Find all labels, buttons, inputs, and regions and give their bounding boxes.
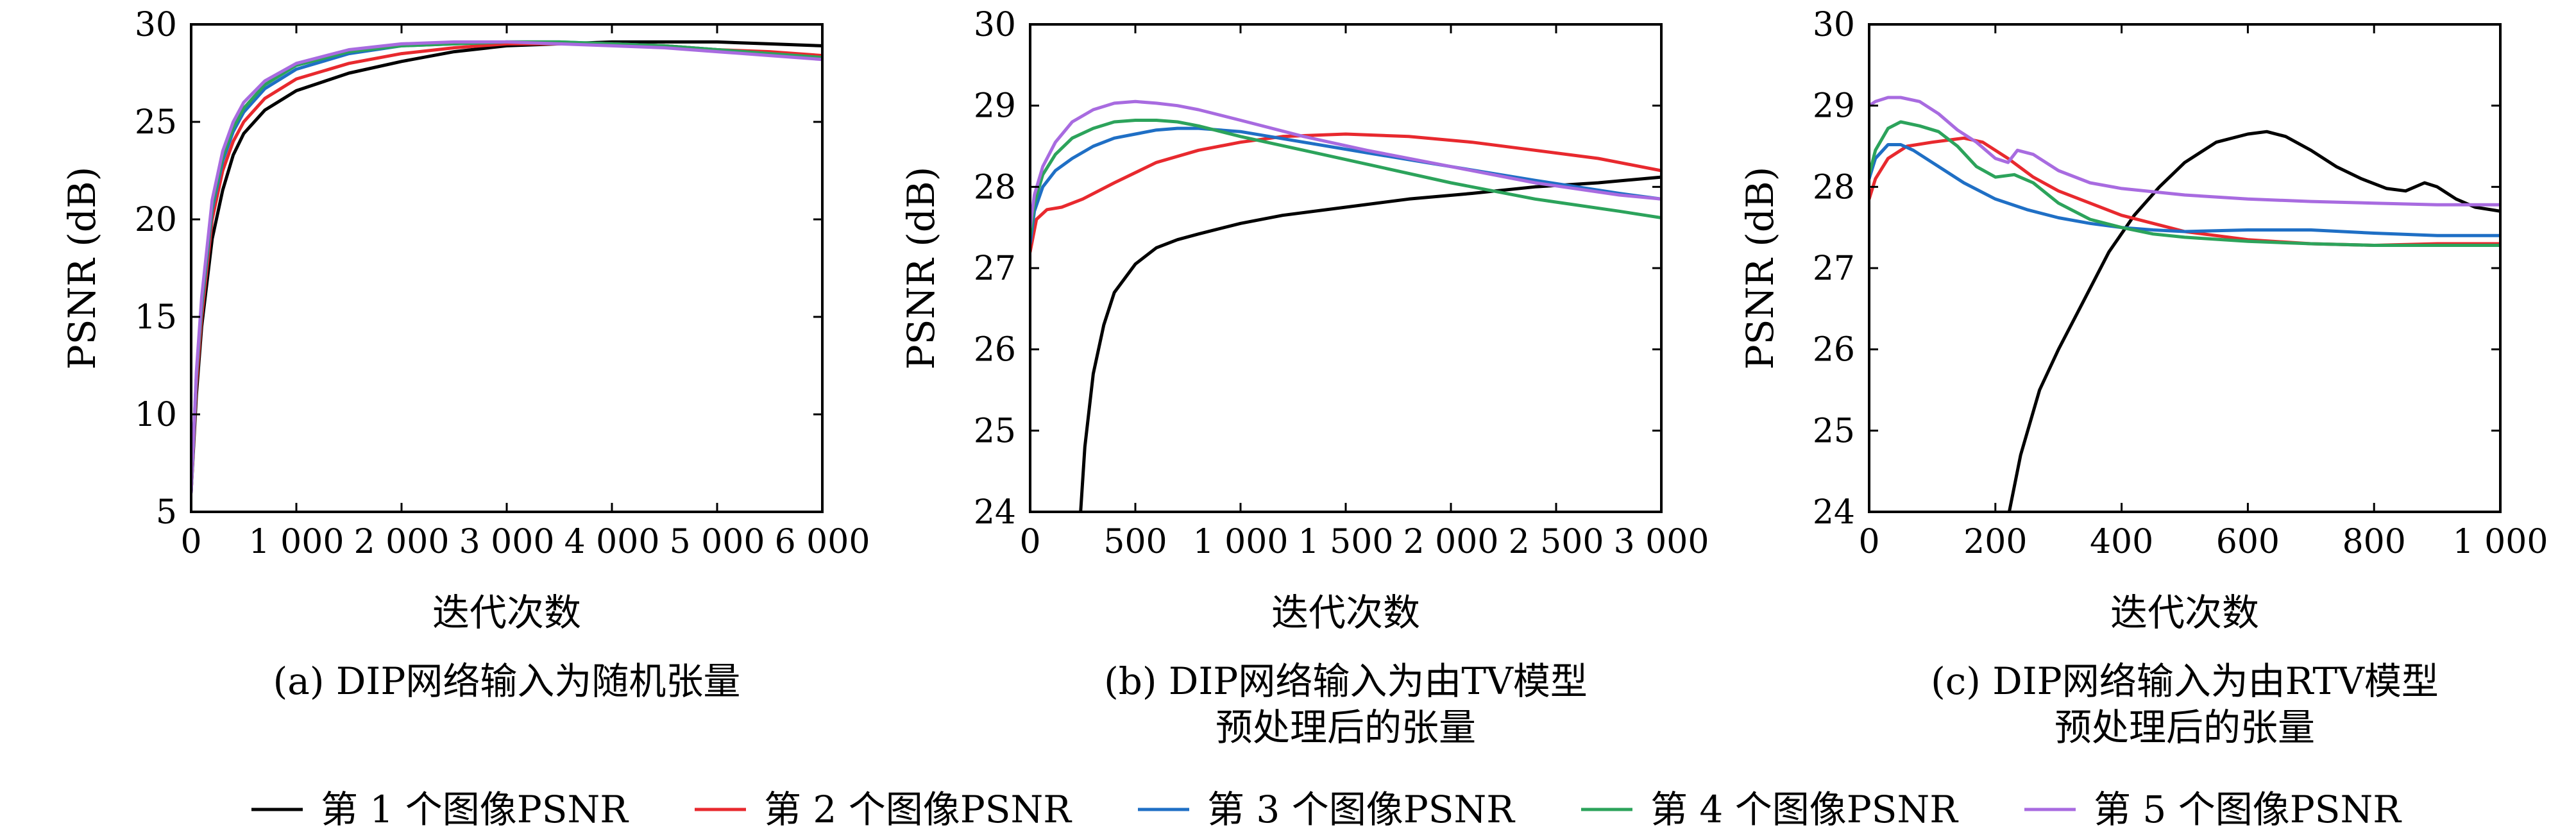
y-tick-label: 30 — [974, 6, 1016, 44]
x-axis-label: 迭代次数 — [432, 591, 581, 634]
y-tick-label: 25 — [1813, 412, 1855, 450]
series-line-3 — [1869, 143, 2500, 237]
series-line-5 — [1869, 96, 2500, 207]
y-tick-label: 29 — [974, 87, 1016, 126]
legend-label-4: 第 4 个图像PSNR — [1650, 788, 1959, 830]
y-tick-label: 28 — [1813, 168, 1855, 207]
series-line-1 — [2007, 130, 2500, 512]
y-tick-label: 26 — [1813, 331, 1855, 369]
y-tick-label: 25 — [974, 412, 1016, 450]
x-tick-label: 0 — [1858, 523, 1879, 561]
legend-label-5: 第 5 个图像PSNR — [2094, 788, 2402, 830]
y-axis-label: PSNR (dB) — [899, 167, 943, 370]
x-tick-label: 2 500 — [1509, 523, 1604, 561]
x-tick-label: 400 — [2090, 523, 2153, 561]
y-tick-label: 28 — [974, 168, 1016, 207]
y-tick-label: 20 — [135, 201, 177, 239]
x-tick-label: 5 000 — [670, 523, 765, 561]
plot-frame — [1029, 23, 1663, 513]
series-line-4 — [191, 40, 822, 495]
y-tick-label: 5 — [156, 493, 177, 532]
legend: 第 1 个图像PSNR 第 2 个图像PSNR 第 3 个图像PSNR 第 4 个图像… — [251, 788, 2402, 830]
x-axis-label: 迭代次数 — [2110, 591, 2259, 634]
panel-caption: (b) DIP网络输入为由TV模型 — [1104, 659, 1588, 703]
y-tick-label: 10 — [135, 396, 177, 434]
y-tick-label: 29 — [1813, 87, 1855, 126]
x-tick-label: 1 000 — [2453, 523, 2548, 561]
x-tick-label: 800 — [2343, 523, 2406, 561]
x-axis-label: 迭代次数 — [1271, 591, 1420, 634]
series-line-2 — [191, 42, 822, 495]
series-line-1 — [191, 40, 822, 495]
x-tick-label: 2 000 — [1403, 523, 1499, 561]
x-tick-label: 0 — [180, 523, 201, 561]
x-tick-label: 1 000 — [249, 523, 344, 561]
legend-label-3: 第 3 个图像PSNR — [1207, 788, 1516, 830]
y-tick-label: 30 — [135, 6, 177, 44]
y-tick-label: 26 — [974, 331, 1016, 369]
x-tick-label: 3 000 — [459, 523, 555, 561]
panel-caption: (c) DIP网络输入为由RTV模型 — [1931, 659, 2439, 703]
x-tick-label: 200 — [1963, 523, 2027, 561]
series-line-2 — [1030, 132, 1661, 254]
x-tick-label: 500 — [1103, 523, 1167, 561]
y-tick-label: 15 — [135, 298, 177, 337]
x-tick-label: 1 000 — [1193, 523, 1289, 561]
series-line-4 — [1030, 119, 1661, 237]
x-tick-label: 3 000 — [1614, 523, 1709, 561]
series-line-5 — [1030, 99, 1661, 230]
y-tick-label: 24 — [974, 493, 1016, 532]
series-line-5 — [191, 40, 822, 495]
y-tick-label: 24 — [1813, 493, 1855, 532]
panel-caption: 预处理后的张量 — [2055, 706, 2315, 749]
x-tick-label: 0 — [1019, 523, 1040, 561]
y-tick-label: 27 — [974, 250, 1016, 288]
y-axis-label: PSNR (dB) — [60, 167, 104, 370]
x-tick-label: 600 — [2216, 523, 2280, 561]
series-line-3 — [191, 40, 822, 495]
legend-label-1: 第 1 个图像PSNR — [321, 788, 629, 830]
y-tick-label: 27 — [1813, 250, 1855, 288]
y-tick-label: 25 — [135, 103, 177, 142]
panel-c: 0 200 400 600 800 1 000 24 25 26 27 28 29 30 迭代次数 PSNR… — [1738, 6, 2548, 749]
series-line-1 — [1079, 175, 1661, 512]
x-tick-label: 1 500 — [1298, 523, 1394, 561]
legend-label-2: 第 2 个图像PSNR — [764, 788, 1072, 830]
panel-b: 0 500 1 000 1 500 2 000 2 500 3 000 24 25 26 27 28 2… — [899, 6, 1709, 749]
panel-caption: 预处理后的张量 — [1216, 706, 1476, 749]
panel-a: 0 1 000 2 000 3 000 4 000 5 000 6 000 5 10 15 20 25… — [60, 6, 870, 703]
y-tick-label: 30 — [1813, 6, 1855, 44]
x-tick-label: 2 000 — [354, 523, 450, 561]
x-tick-label: 4 000 — [564, 523, 660, 561]
series-line-4 — [1869, 120, 2500, 247]
panel-caption: (a) DIP网络输入为随机张量 — [273, 659, 741, 703]
y-axis-label: PSNR (dB) — [1738, 167, 1782, 370]
plot-frame — [1868, 23, 2502, 513]
x-tick-label: 6 000 — [775, 523, 870, 561]
